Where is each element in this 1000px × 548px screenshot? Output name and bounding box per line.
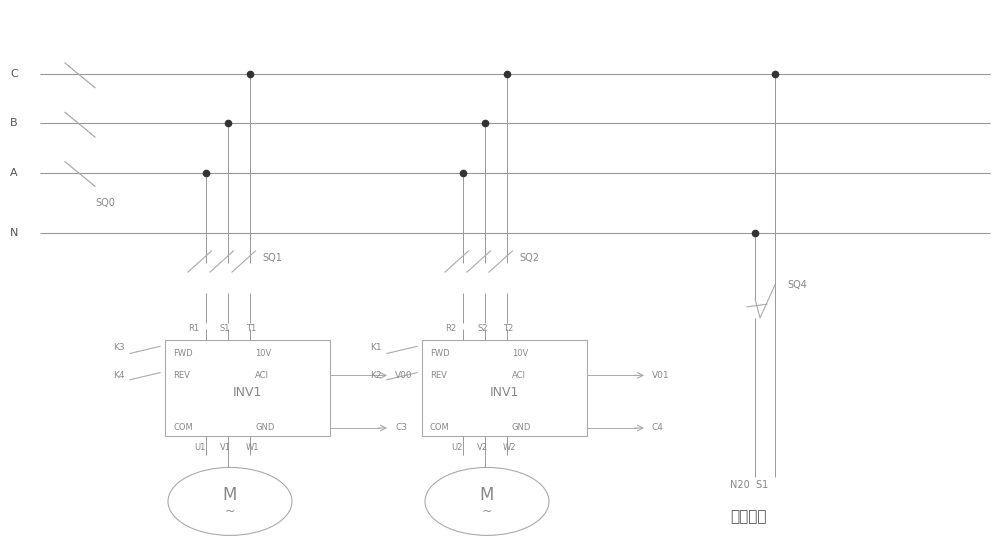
Text: T1: T1: [246, 324, 256, 333]
Text: M: M: [480, 486, 494, 504]
Text: SQ4: SQ4: [787, 280, 807, 290]
Text: K1: K1: [370, 344, 382, 352]
Text: N: N: [10, 228, 18, 238]
Text: ACI: ACI: [255, 371, 269, 380]
Text: U2: U2: [451, 443, 462, 452]
Text: N20  S1: N20 S1: [730, 480, 768, 490]
Text: V1: V1: [220, 443, 231, 452]
Text: REV: REV: [173, 371, 190, 380]
Text: V01: V01: [652, 371, 670, 380]
Text: K2: K2: [370, 371, 382, 380]
Text: U1: U1: [194, 443, 205, 452]
Text: V00: V00: [395, 371, 413, 380]
Text: COM: COM: [173, 424, 193, 432]
Text: ~: ~: [225, 505, 235, 518]
Text: R2: R2: [445, 324, 456, 333]
Text: SQ2: SQ2: [519, 253, 539, 262]
Text: B: B: [10, 118, 18, 128]
Bar: [422, 340, 587, 436]
Text: ~: ~: [482, 505, 492, 518]
Text: M: M: [223, 486, 237, 504]
Text: K3: K3: [113, 344, 125, 352]
Text: C4: C4: [652, 424, 664, 432]
Bar: [165, 340, 330, 436]
Text: C: C: [10, 69, 18, 79]
Text: GND: GND: [512, 424, 531, 432]
Text: SQ1: SQ1: [262, 253, 282, 262]
Text: INV1: INV1: [233, 386, 262, 398]
Text: C3: C3: [395, 424, 407, 432]
Text: V2: V2: [477, 443, 488, 452]
Text: W1: W1: [246, 443, 260, 452]
Text: 控制电源: 控制电源: [730, 510, 767, 524]
Text: SQ0: SQ0: [95, 198, 115, 208]
Text: GND: GND: [255, 424, 274, 432]
Text: 10V: 10V: [255, 349, 271, 358]
Text: REV: REV: [430, 371, 447, 380]
Text: S1: S1: [220, 324, 230, 333]
Text: FWD: FWD: [173, 349, 193, 358]
Text: A: A: [10, 168, 18, 178]
Text: FWD: FWD: [430, 349, 450, 358]
Text: K4: K4: [113, 371, 125, 380]
Text: S2: S2: [477, 324, 488, 333]
Text: T2: T2: [503, 324, 513, 333]
Text: ACI: ACI: [512, 371, 526, 380]
Text: W2: W2: [503, 443, 516, 452]
Text: INV1: INV1: [490, 386, 519, 398]
Text: COM: COM: [430, 424, 450, 432]
Text: 10V: 10V: [512, 349, 528, 358]
Text: R1: R1: [188, 324, 199, 333]
